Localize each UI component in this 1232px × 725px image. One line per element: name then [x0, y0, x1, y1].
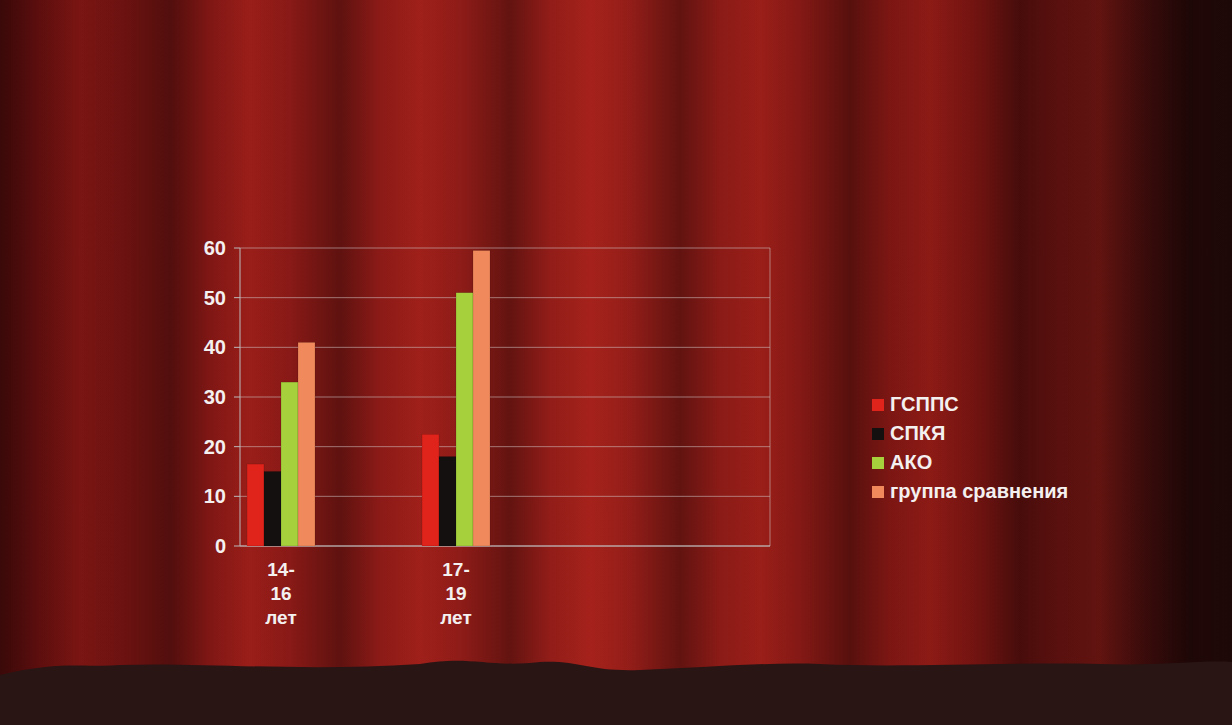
grid-line — [240, 496, 770, 497]
legend-swatch — [872, 428, 884, 440]
frame — [770, 248, 771, 546]
category-label: 17- 19 лет — [440, 559, 471, 628]
tick-mark — [234, 347, 240, 348]
x-axis — [240, 546, 770, 547]
legend-label: АКО — [890, 451, 932, 473]
tick-mark — [234, 546, 240, 547]
legend-swatch — [872, 457, 884, 469]
tick-label: 30 — [204, 386, 226, 408]
bar — [456, 293, 473, 546]
tick-label: 40 — [204, 336, 226, 358]
legend-label: СПКЯ — [890, 422, 945, 444]
bar — [264, 472, 281, 547]
tick-mark — [234, 248, 240, 249]
grid-line — [240, 397, 770, 398]
tick-mark — [234, 446, 240, 447]
bar — [247, 464, 264, 546]
tick-label: 50 — [204, 287, 226, 309]
legend-label: ГСППС — [890, 393, 959, 415]
tick-label: 0 — [215, 535, 226, 557]
legend-swatch — [872, 399, 884, 411]
legend-label: группа сравнения — [890, 480, 1068, 502]
category-label: 14- 16 лет — [265, 559, 296, 628]
category-label-line: 16 — [270, 583, 291, 604]
tick-label: 60 — [204, 237, 226, 259]
chart: 0 10 20 30 40 50 60 14- 16 лет 17- 19 лет ГСППС СПКЯ АК… — [0, 0, 1232, 725]
legend-swatch — [872, 486, 884, 498]
grid-line — [240, 546, 770, 547]
tick-mark — [234, 297, 240, 298]
grid-line — [240, 347, 770, 348]
tick-mark — [234, 397, 240, 398]
category-label-line: 17- — [442, 559, 469, 580]
category-label-line: лет — [265, 607, 296, 628]
category-label-line: лет — [440, 607, 471, 628]
tick-label: 20 — [204, 436, 226, 458]
grid-line — [240, 297, 770, 298]
tick-label: 10 — [204, 485, 226, 507]
category-label-line: 19 — [445, 583, 466, 604]
ground — [0, 661, 1232, 725]
bar — [422, 434, 439, 546]
tick-mark — [234, 496, 240, 497]
category-label-line: 14- — [267, 559, 294, 580]
bar — [439, 457, 456, 546]
grid-line — [240, 446, 770, 447]
y-axis — [240, 248, 241, 546]
bar — [281, 382, 298, 546]
bar — [473, 250, 490, 546]
bars — [247, 250, 490, 546]
grid-line — [240, 248, 770, 249]
bar — [298, 342, 315, 546]
